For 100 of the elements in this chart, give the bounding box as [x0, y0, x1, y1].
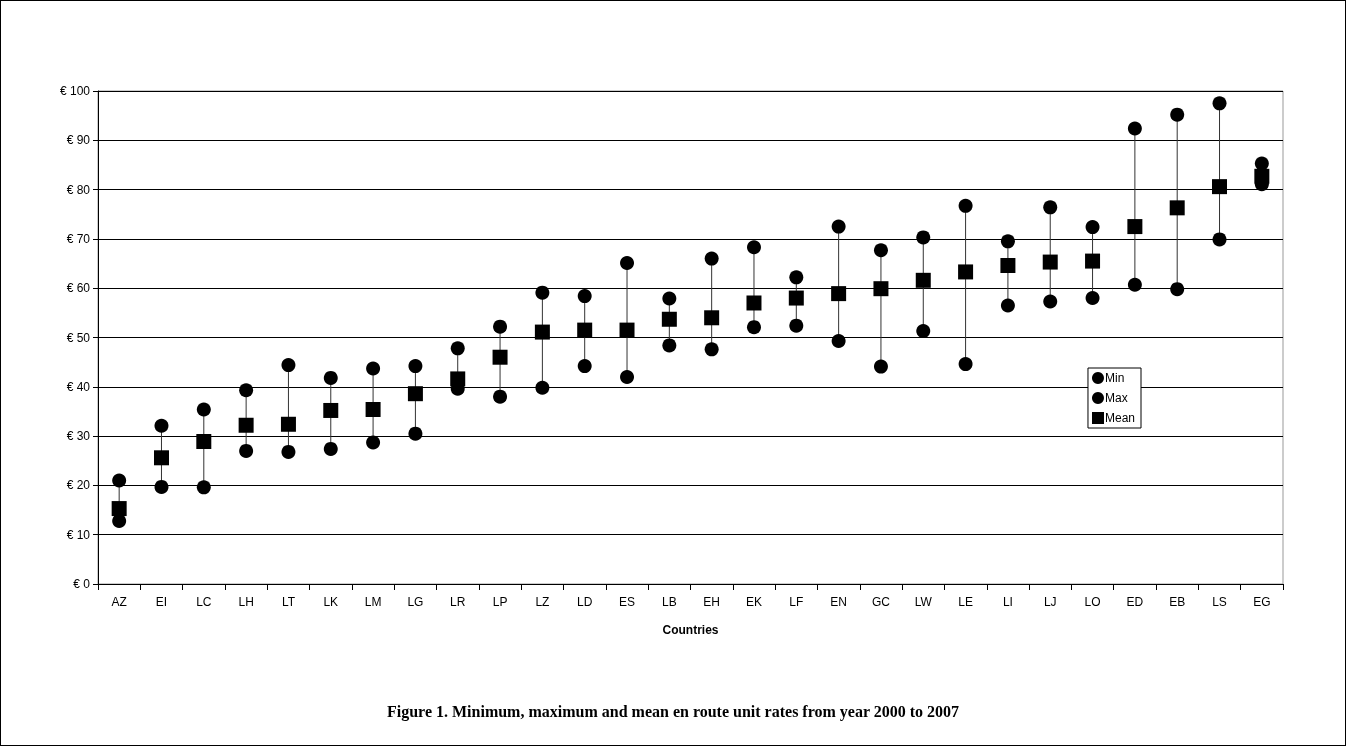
- point: [1127, 121, 1142, 136]
- x-tick-label: LK: [323, 595, 339, 609]
- point: [916, 324, 931, 339]
- point: [1085, 291, 1100, 306]
- point: [873, 243, 888, 258]
- point: [450, 341, 465, 356]
- y-tick-label: € 0: [73, 577, 91, 591]
- point: [831, 286, 847, 302]
- x-tick-label: LS: [1212, 595, 1227, 609]
- point: [662, 291, 677, 306]
- point: [958, 264, 974, 280]
- y-tick-label: € 20: [66, 478, 91, 493]
- point: [238, 417, 254, 433]
- point: [1000, 258, 1016, 274]
- point: [492, 349, 508, 365]
- x-tick-label: LW: [914, 595, 933, 609]
- point: [154, 418, 169, 433]
- point: [196, 480, 211, 495]
- point: [1043, 294, 1058, 309]
- point: [746, 295, 762, 311]
- x-tick-label: LB: [662, 595, 677, 609]
- point: [281, 444, 296, 459]
- point: [1212, 179, 1228, 195]
- x-tick-label: LO: [1084, 595, 1101, 609]
- point: [620, 256, 635, 271]
- point: [493, 319, 508, 334]
- point: [196, 434, 212, 450]
- x-tick-label: LM: [364, 595, 382, 609]
- x-tick-label: LF: [789, 595, 804, 609]
- point: [1170, 107, 1185, 122]
- point: [620, 369, 635, 384]
- point: [408, 426, 423, 441]
- x-tick-label: LD: [577, 595, 593, 609]
- point: [323, 402, 339, 418]
- point: [619, 322, 635, 338]
- point: [1127, 277, 1142, 292]
- x-tick-label: LH: [238, 595, 254, 609]
- x-tick-label: ED: [1126, 595, 1144, 609]
- point: [239, 383, 254, 398]
- point: [577, 289, 592, 304]
- point: [1000, 298, 1015, 313]
- point: [408, 359, 423, 374]
- y-tick-label: € 100: [59, 84, 91, 98]
- x-tick-label: LZ: [535, 595, 550, 609]
- point: [280, 416, 296, 432]
- point: [958, 198, 973, 213]
- legend-label: Max: [1104, 391, 1128, 405]
- point: [789, 318, 804, 333]
- point: [535, 285, 550, 300]
- x-tick-label: ES: [619, 595, 636, 609]
- y-tick-label: € 10: [66, 527, 91, 542]
- x-tick-label: EK: [745, 595, 762, 609]
- point: [153, 450, 169, 466]
- point: [534, 324, 550, 340]
- point: [704, 342, 719, 357]
- x-tick-label: LC: [196, 595, 212, 609]
- point: [323, 370, 338, 385]
- point: [535, 380, 550, 395]
- point: [915, 272, 931, 288]
- point: [1085, 253, 1101, 269]
- point: [1043, 200, 1058, 215]
- point: [1254, 168, 1270, 184]
- point: [577, 322, 593, 338]
- point: [704, 251, 719, 266]
- point: [1254, 156, 1269, 171]
- point: [747, 320, 761, 335]
- x-tick-label: EB: [1169, 595, 1186, 609]
- point: [154, 479, 169, 494]
- point: [831, 219, 846, 234]
- point: [112, 473, 127, 488]
- point: [1042, 254, 1058, 270]
- x-tick-label: LE: [958, 595, 973, 609]
- point: [366, 435, 381, 450]
- point: [747, 240, 761, 255]
- point: [704, 310, 720, 326]
- x-tick-label: EG: [1253, 595, 1271, 609]
- legend-label: Mean: [1104, 411, 1136, 425]
- y-tick-label: € 60: [66, 281, 91, 296]
- x-tick-label: LR: [450, 595, 466, 609]
- point: [239, 443, 254, 458]
- x-tick-label: AZ: [111, 595, 127, 609]
- x-tick-label: LP: [492, 595, 508, 609]
- point: [281, 358, 296, 373]
- x-tick-label: LI: [1002, 595, 1013, 609]
- y-tick-label: € 80: [66, 182, 91, 197]
- point: [450, 371, 466, 387]
- x-tick-label: EI: [155, 595, 168, 609]
- point: [789, 270, 804, 285]
- y-tick-label: € 90: [66, 133, 91, 148]
- point: [662, 338, 677, 353]
- x-tick-label: EH: [703, 595, 720, 609]
- point: [958, 357, 973, 372]
- point: [788, 290, 804, 306]
- point: [661, 311, 677, 327]
- point: [577, 359, 592, 374]
- point: [365, 401, 381, 417]
- x-axis-title: Countries: [662, 623, 719, 637]
- x-tick-label: EN: [830, 595, 847, 609]
- x-tick-label: LG: [407, 595, 424, 609]
- point: [1169, 200, 1185, 216]
